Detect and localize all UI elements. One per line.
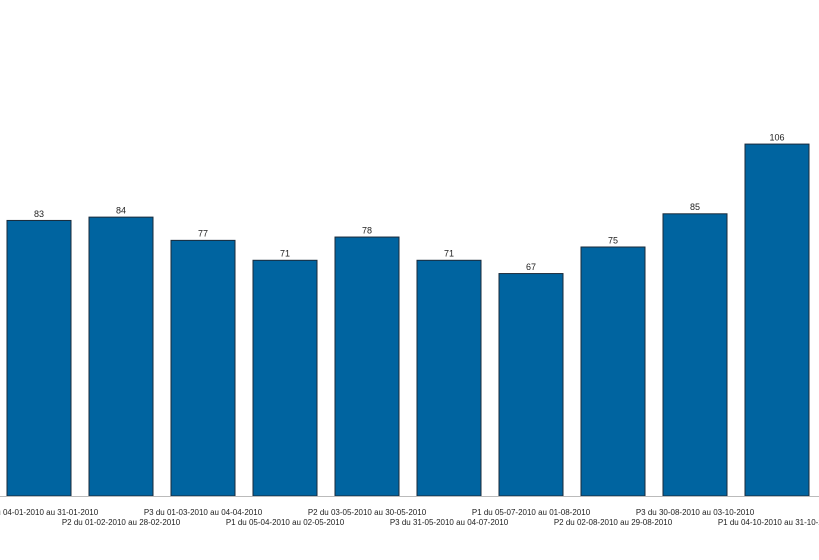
value-label: 106 (769, 132, 784, 142)
bar (416, 259, 482, 497)
bar (252, 259, 318, 497)
x-tick-label: P1 du 04-10-2010 au 31-10-2010 (718, 518, 819, 527)
value-label: 71 (444, 249, 454, 259)
value-label: 71 (280, 249, 290, 259)
bar (744, 143, 810, 497)
bar (88, 216, 154, 497)
x-tick-label: P1 du 05-07-2010 au 01-08-2010 (472, 508, 591, 517)
value-label: 67 (526, 262, 536, 272)
bar (498, 273, 564, 497)
bar (580, 246, 646, 497)
x-tick-label: P1 du 04-01-2010 au 31-01-2010 (0, 508, 99, 517)
bar (170, 239, 236, 497)
value-label: 85 (690, 202, 700, 212)
bar (334, 236, 400, 497)
x-tick-label: P3 du 30-08-2010 au 03-10-2010 (636, 508, 755, 517)
bar (662, 213, 728, 497)
x-tick-label: P2 du 03-05-2010 au 30-05-2010 (308, 508, 427, 517)
bar (6, 219, 72, 497)
x-tick-label: P1 du 05-04-2010 au 02-05-2010 (226, 518, 345, 527)
x-tick-label: P3 du 31-05-2010 au 04-07-2010 (390, 518, 509, 527)
value-label: 78 (362, 225, 372, 235)
value-label: 77 (198, 229, 208, 239)
value-label: 75 (608, 235, 618, 245)
value-label: 84 (116, 205, 126, 215)
value-label: 83 (34, 209, 44, 219)
x-tick-label: P3 du 01-03-2010 au 04-04-2010 (144, 508, 263, 517)
x-tick-label: P2 du 02-08-2010 au 29-08-2010 (554, 518, 673, 527)
x-tick-label: P2 du 01-02-2010 au 28-02-2010 (62, 518, 181, 527)
